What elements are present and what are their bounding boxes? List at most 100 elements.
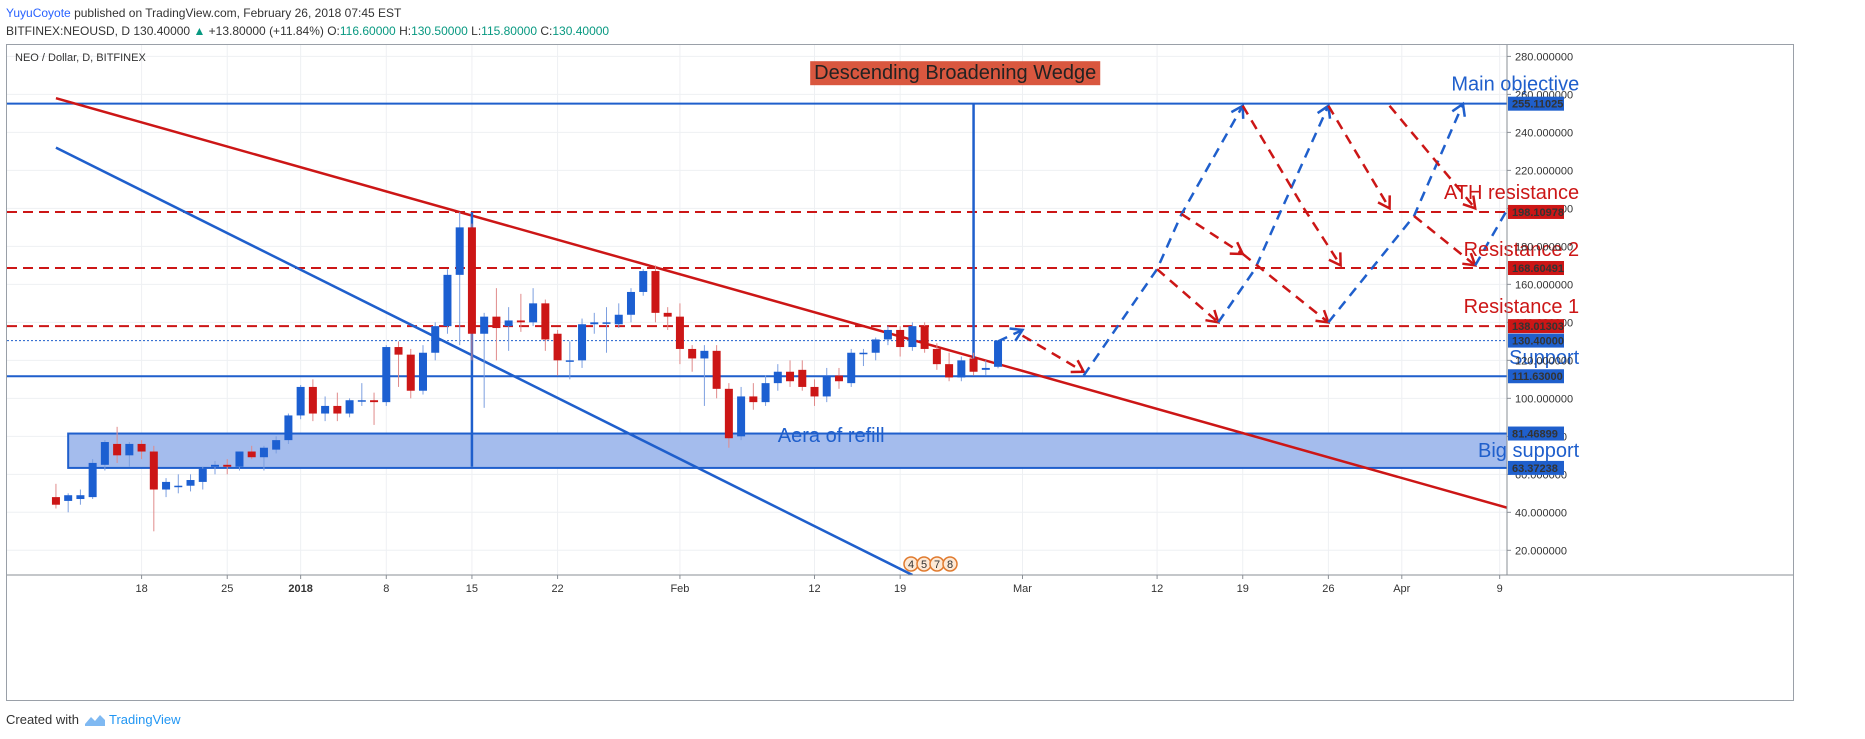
projection-path <box>1241 252 1330 324</box>
price-tag <box>1508 460 1564 475</box>
x-tick-label: Mar <box>1013 583 1032 595</box>
candle-down <box>137 443 146 452</box>
tradingview-link[interactable]: TradingView <box>84 712 181 727</box>
candle-up <box>822 375 831 397</box>
price-tag-label: 63.37238 <box>1512 463 1558 475</box>
annotation-label: Main objective <box>1451 74 1579 96</box>
chart-frame[interactable]: Descending Broadening Wedge Main objectiv… <box>6 44 1794 701</box>
candle-down <box>467 227 476 334</box>
arrowhead <box>1462 195 1477 211</box>
candle-up <box>272 440 281 450</box>
axes: 20.00000040.00000060.00000080.000000100.… <box>7 45 1793 595</box>
candle-down <box>149 451 158 490</box>
candle-down <box>492 316 501 329</box>
arrowhead <box>1316 103 1332 119</box>
arrowhead <box>1315 309 1331 324</box>
candle-up <box>480 316 489 334</box>
low-label: L: <box>471 24 482 38</box>
symbol-name: BITFINEX:NEOUSD, D <box>6 24 131 38</box>
price-change: +13.80000 (+11.84%) <box>208 24 324 38</box>
price-tag <box>1508 204 1564 219</box>
arrowhead <box>1328 252 1342 268</box>
candle-up <box>76 495 85 500</box>
candle-up <box>455 227 464 275</box>
price-tag <box>1508 426 1564 441</box>
low-value: 115.80000 <box>481 24 538 38</box>
candle-up <box>235 451 244 467</box>
arrowhead <box>1009 327 1025 342</box>
candle-up <box>859 352 868 355</box>
x-tick-label: 25 <box>221 583 233 595</box>
candle-down <box>834 375 843 382</box>
y-tick-label: 240.000000 <box>1515 127 1573 139</box>
candle-down <box>247 451 256 458</box>
candle-up <box>284 415 293 441</box>
candle-up <box>994 340 1003 367</box>
author-link[interactable]: YuyuCoyote <box>6 6 71 20</box>
annotation-label: ATH resistance <box>1444 182 1579 204</box>
tradingview-brand: TradingView <box>108 712 181 727</box>
candle-down <box>333 405 342 414</box>
chart-title: NEO / Dollar, D, BITFINEX <box>15 52 146 64</box>
candle-down <box>896 329 905 348</box>
candle-down <box>712 350 721 389</box>
price-tag-label: 81.46899 <box>1512 429 1558 441</box>
annotation-label: Resistance 2 <box>1464 239 1580 261</box>
event-marker-label: 4 <box>908 559 914 571</box>
close-label: C: <box>540 24 553 38</box>
candle-up <box>443 274 452 327</box>
x-tick-label: 12 <box>1151 583 1163 595</box>
y-tick-label: 100.000000 <box>1515 393 1573 405</box>
candle-up <box>418 352 427 391</box>
open-label: O: <box>327 24 340 38</box>
event-marker-label: 8 <box>947 559 953 571</box>
candle-down <box>51 497 60 505</box>
candle-up <box>565 360 574 362</box>
candles <box>51 212 1003 532</box>
x-tick-label: 15 <box>466 583 478 595</box>
candle-down <box>688 348 697 359</box>
projection-path <box>1388 104 1477 210</box>
projection-path <box>1327 105 1391 210</box>
candle-up <box>357 400 366 402</box>
arrowhead <box>1230 103 1245 119</box>
candle-up <box>737 396 746 437</box>
candle-up <box>198 468 207 482</box>
candle-up <box>174 485 183 488</box>
candle-up <box>883 329 892 340</box>
price-chart[interactable]: Descending Broadening Wedge Main objectiv… <box>7 45 1793 700</box>
arrowhead <box>1377 195 1391 211</box>
symbol-line: BITFINEX:NEOUSD, D 130.40000 ▲ +13.80000… <box>6 22 609 40</box>
price-tag <box>1508 96 1564 111</box>
wedge-banner-bg <box>810 61 1101 86</box>
candle-down <box>675 316 684 349</box>
candle-up <box>981 367 990 370</box>
projection-path <box>1413 214 1476 267</box>
price-tag <box>1508 319 1564 334</box>
projection-path <box>1156 268 1220 324</box>
candle-down <box>113 443 122 456</box>
high-label: H: <box>399 24 412 38</box>
y-tick-label: 180.000000 <box>1515 241 1573 253</box>
x-tick-label: 19 <box>1237 583 1249 595</box>
candle-down <box>308 386 317 414</box>
horizontal-levels <box>7 102 1507 378</box>
arrowhead <box>1070 359 1086 374</box>
candle-up <box>578 324 587 361</box>
grid <box>7 45 1507 575</box>
projection-paths <box>997 101 1507 377</box>
arrowhead <box>1451 101 1466 117</box>
price-tag-label: 255.11025 <box>1512 99 1563 111</box>
price-tag <box>1508 261 1564 276</box>
tradingview-logo-icon <box>84 714 105 726</box>
event-marker[interactable] <box>942 556 958 572</box>
candle-up <box>431 326 440 353</box>
annotation-label: Aera of refill <box>778 425 885 447</box>
price-tag-label: 168.60491 <box>1512 263 1564 275</box>
x-tick-label: 22 <box>551 583 563 595</box>
candle-down <box>516 320 525 323</box>
candle-down <box>663 312 672 317</box>
created-with-text: Created with <box>6 712 79 727</box>
candle-up <box>957 360 966 378</box>
